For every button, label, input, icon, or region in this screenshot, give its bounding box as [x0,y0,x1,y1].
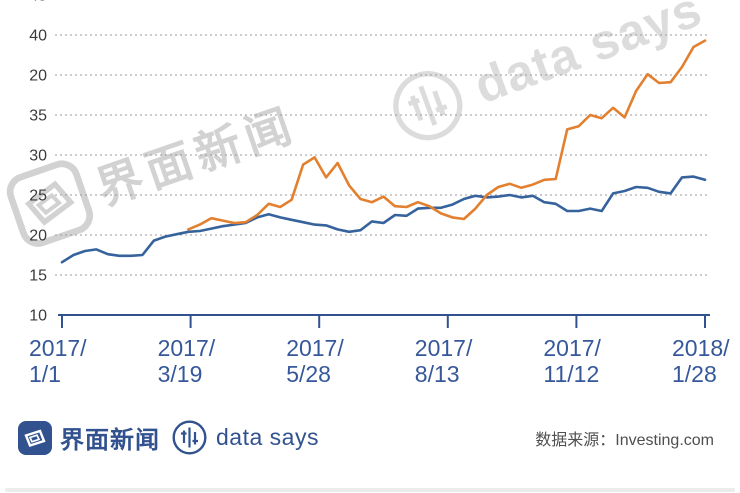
x-tick-label: 2017/3/19 [158,335,216,387]
blue-series-line [60,175,707,264]
datasays-brand: data says [172,420,319,455]
y-tick-label-20: 20 [29,228,47,245]
y-tick-label-30: 30 [29,148,47,165]
y-tick-label-40: 20 [29,68,47,85]
orange-series-line [187,39,707,231]
y-tick-label-45: 40 [29,28,47,45]
line-chart: 10 15 20 25 30 35 20 40 45 2017/1/1 2017/3/19 2017/… [29,0,730,387]
y-tick-label-10: 10 [29,308,47,325]
x-tick-label: 2017/11/12 [543,335,601,387]
datasays-logo-icon [172,420,207,455]
jiemian-brand: 界面新闻 [18,420,160,455]
data-source-label: 数据来源：Investing.com [535,432,714,449]
jiemian-logo-icon [18,420,52,455]
bottom-divider [5,488,735,492]
x-tick-label: 2017/5/28 [286,335,344,387]
y-tick-label-25: 25 [29,188,47,205]
chart-area: 10 15 20 25 30 35 20 40 45 2017/1/1 2017/3/19 2017/… [29,0,730,387]
jiemian-brand-text: 界面新闻 [60,427,160,454]
x-tick-label: 2017/8/13 [415,335,473,387]
y-tick-label-35: 35 [29,108,47,125]
y-tick-label-15: 15 [29,268,47,285]
x-tick-label: 2018/1/28 [672,335,730,387]
y-tick-label-50: 45 [29,0,47,5]
datasays-brand-text: data says [216,424,319,450]
x-tick-label: 2017/1/1 [29,335,87,387]
